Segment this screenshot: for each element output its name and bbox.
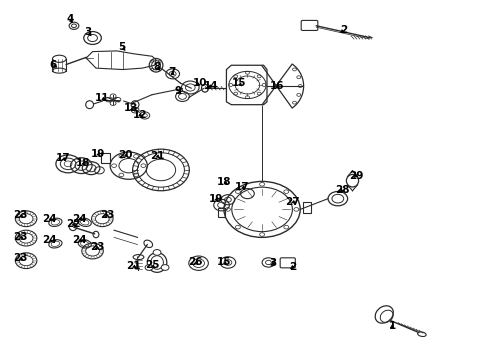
- Text: 6: 6: [50, 59, 57, 69]
- Text: 24: 24: [73, 214, 87, 224]
- Bar: [218, 208, 225, 217]
- Text: 12: 12: [133, 110, 147, 120]
- Text: 24: 24: [73, 235, 87, 245]
- Text: 2: 2: [289, 262, 296, 272]
- Text: 24: 24: [42, 214, 57, 224]
- Text: 5: 5: [118, 42, 125, 52]
- Text: 25: 25: [145, 260, 159, 270]
- Text: 21: 21: [150, 150, 164, 161]
- Text: 2: 2: [340, 25, 347, 35]
- Text: 11: 11: [95, 93, 110, 103]
- Text: 3: 3: [270, 258, 277, 268]
- Text: 18: 18: [75, 158, 90, 168]
- Text: 10: 10: [193, 78, 207, 88]
- Text: 19: 19: [91, 149, 106, 159]
- Circle shape: [145, 265, 153, 270]
- Text: 23: 23: [13, 253, 27, 263]
- Text: 23: 23: [100, 210, 115, 220]
- Text: 23: 23: [90, 242, 105, 252]
- Polygon shape: [86, 51, 156, 69]
- Polygon shape: [226, 65, 267, 105]
- Text: 8: 8: [153, 62, 161, 72]
- FancyBboxPatch shape: [301, 21, 318, 31]
- Text: 20: 20: [118, 150, 132, 160]
- Text: 1: 1: [389, 321, 396, 331]
- Text: 26: 26: [188, 257, 202, 267]
- Text: 19: 19: [209, 194, 223, 204]
- Text: 22: 22: [66, 219, 80, 229]
- Circle shape: [153, 249, 161, 255]
- Text: 7: 7: [168, 67, 175, 77]
- Text: 15: 15: [217, 257, 232, 267]
- Text: 17: 17: [56, 153, 71, 163]
- Text: 9: 9: [174, 86, 182, 96]
- Text: 15: 15: [232, 78, 246, 88]
- Text: 17: 17: [235, 182, 250, 192]
- Text: 18: 18: [217, 177, 232, 187]
- Text: 16: 16: [270, 81, 284, 91]
- Polygon shape: [262, 64, 304, 108]
- Text: 28: 28: [336, 185, 350, 195]
- Bar: [101, 153, 110, 163]
- Text: 4: 4: [66, 14, 74, 24]
- Text: 23: 23: [13, 232, 27, 242]
- Text: 27: 27: [286, 197, 300, 207]
- Text: 23: 23: [13, 210, 27, 220]
- Text: 29: 29: [349, 171, 364, 181]
- Text: 24: 24: [42, 235, 57, 245]
- Text: 21: 21: [126, 261, 141, 271]
- Text: 3: 3: [84, 27, 91, 37]
- Bar: [303, 202, 312, 213]
- Text: 14: 14: [203, 81, 218, 91]
- Circle shape: [161, 265, 169, 270]
- Text: 13: 13: [123, 103, 138, 113]
- FancyBboxPatch shape: [280, 258, 295, 268]
